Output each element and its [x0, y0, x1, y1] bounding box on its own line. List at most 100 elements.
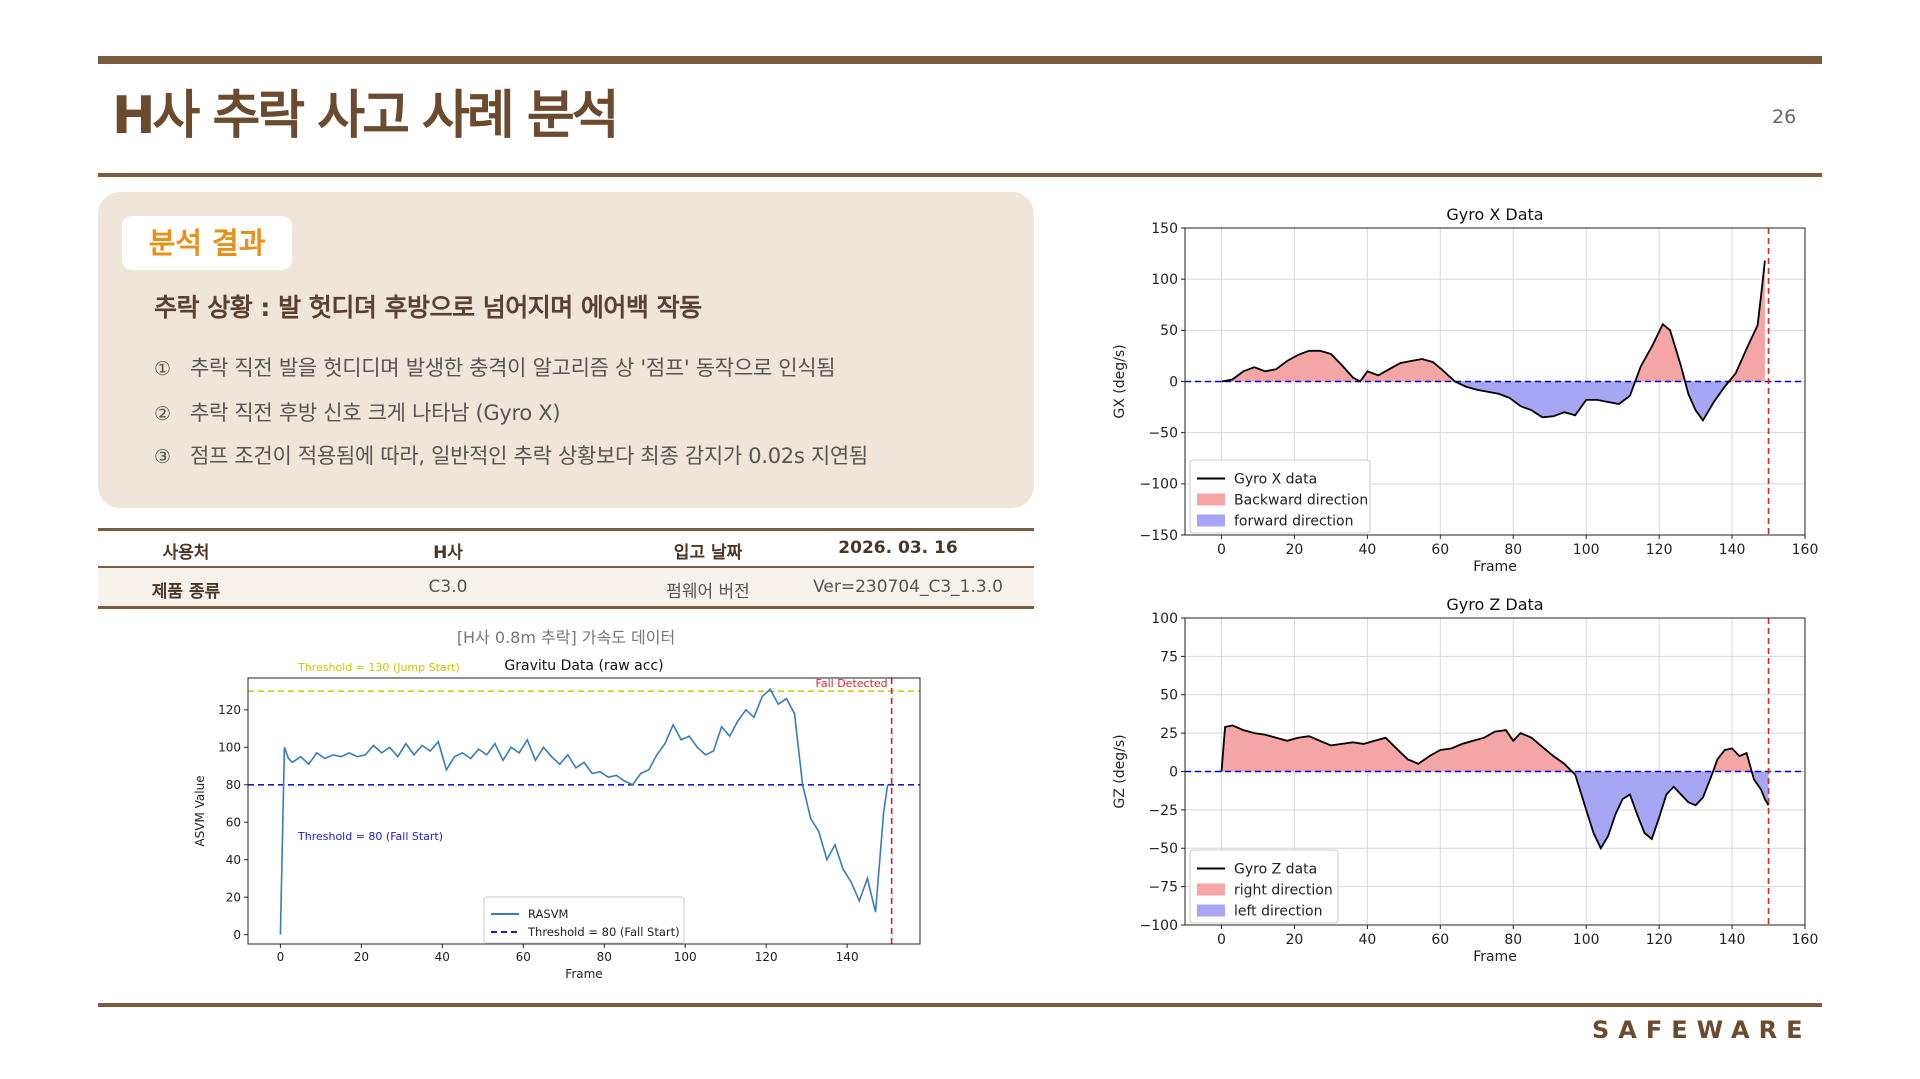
x-tick-label: 80 [1504, 932, 1522, 948]
y-tick-label: 150 [1151, 221, 1178, 237]
x-tick-label: 80 [597, 950, 612, 964]
y-tick-label: −100 [1140, 918, 1178, 934]
x-tick-label: 0 [277, 950, 285, 964]
table-cell: C3.0 [428, 577, 468, 597]
y-tick-label: 50 [1160, 323, 1178, 339]
legend-label: RASVM [528, 907, 568, 921]
x-tick-label: 20 [1285, 542, 1303, 558]
y-tick-label: 25 [1160, 726, 1178, 742]
table-bottom-border [98, 606, 1034, 609]
y-tick-label: −50 [1148, 426, 1178, 442]
bullet-number: ② [154, 403, 171, 425]
analysis-bullet: ③ 점프 조건이 적용됨에 따라, 일반적인 추락 상황보다 최종 감지가 0.0… [154, 440, 868, 470]
y-tick-label: −75 [1148, 880, 1178, 896]
table-row-background [98, 568, 1034, 606]
y-tick-label: 100 [1151, 272, 1178, 288]
bullet-text: 추락 직전 발을 헛디디며 발생한 충격이 알고리즘 상 '점프' 동작으로 인… [190, 356, 836, 380]
legend-swatch [1197, 493, 1225, 506]
chart-caption: [H사 0.8m 추락] 가속도 데이터 [456, 628, 676, 647]
y-tick-label: 0 [1169, 374, 1178, 390]
x-tick-label: 140 [836, 950, 859, 964]
y-tick-label: 60 [226, 815, 241, 829]
bullet-text: 점프 조건이 적용됨에 따라, 일반적인 추락 상황보다 최종 감지가 0.02… [190, 444, 868, 468]
x-tick-label: 100 [1573, 542, 1600, 558]
x-tick-label: 160 [1792, 542, 1819, 558]
y-tick-label: 40 [226, 853, 241, 867]
page-number: 26 [1772, 106, 1797, 128]
x-tick-label: 20 [354, 950, 369, 964]
y-tick-label: 20 [226, 890, 241, 904]
y-tick-label: −50 [1148, 841, 1178, 857]
asvm-chart: 0 20 40 60 80 100 120 140 0 20 40 60 80 100 120 Gravitu… [193, 658, 921, 981]
y-axis-label: ASVM Value [193, 775, 207, 846]
bullet-number: ③ [154, 446, 171, 468]
footer-rule [98, 1003, 1822, 1007]
x-tick-label: 40 [435, 950, 450, 964]
y-tick-label: −150 [1140, 528, 1178, 544]
legend-label: forward direction [1234, 513, 1353, 529]
analysis-bullet: ② 추락 직전 후방 신호 크게 나타남 (Gyro X) [154, 397, 561, 427]
x-tick-label: 100 [674, 950, 697, 964]
x-axis-label: Frame [565, 967, 602, 981]
negative-area [1221, 771, 1769, 849]
table-header-cell: 펌웨어 버전 [666, 582, 750, 602]
gyro-x-chart: 0 20 40 60 80 100 120 140 160 −150 −100 −50 0 50 100 15… [1112, 205, 1819, 575]
analysis-heading: 추락 상황 : 발 헛디뎌 후방으로 넘어지며 에어백 작동 [154, 293, 702, 322]
bullet-number: ① [154, 358, 171, 380]
plot-area [1185, 228, 1805, 535]
x-tick-label: 60 [1431, 542, 1449, 558]
legend-label: Gyro X data [1234, 471, 1317, 487]
chart-title: Gyro Z Data [1446, 595, 1543, 614]
x-tick-label: 80 [1504, 542, 1522, 558]
table-header-cell: 제품 종류 [151, 582, 221, 602]
x-tick-label: 60 [516, 950, 531, 964]
x-tick-label: 140 [1719, 932, 1746, 948]
x-tick-label: 160 [1792, 932, 1819, 948]
legend-swatch [1197, 904, 1225, 917]
x-tick-label: 140 [1719, 542, 1746, 558]
legend-label: right direction [1234, 882, 1333, 898]
plot-area [248, 678, 920, 944]
plot-area [1185, 618, 1805, 925]
legend-box [1189, 459, 1371, 534]
chart-title: Gravitu Data (raw acc) [504, 658, 663, 674]
top-rule [98, 56, 1822, 64]
y-tick-label: −100 [1140, 477, 1178, 493]
page-title: H사 추락 사고 사례 분석 [112, 86, 619, 146]
x-tick-label: 0 [1217, 542, 1226, 558]
x-tick-label: 20 [1285, 932, 1303, 948]
x-tick-label: 60 [1431, 932, 1449, 948]
x-tick-label: 120 [1646, 542, 1673, 558]
legend-box [483, 896, 685, 944]
x-tick-label: 0 [1217, 932, 1226, 948]
chart-title: Gyro X Data [1446, 205, 1543, 224]
brand-logo: SAFEWARE [1592, 1016, 1812, 1044]
gyro-z-chart: 0 20 40 60 80 100 120 140 160 −100 −75 −50 −25 0 25 50 7… [1112, 595, 1819, 965]
y-axis-label: GZ (deg/s) [1112, 734, 1128, 808]
reference-line-label: Threshold = 80 (Fall Start) [297, 830, 443, 843]
y-tick-label: 80 [226, 778, 241, 792]
legend-swatch [1197, 883, 1225, 896]
x-tick-label: 120 [755, 950, 778, 964]
info-table: 사용처 H사 입고 날짜 2026. 03. 16 제품 종류 C3.0 펌웨어… [98, 528, 1034, 609]
table-cell: 2026. 03. 16 [838, 538, 958, 558]
analysis-bullet: ① 추락 직전 발을 헛디디며 발생한 충격이 알고리즘 상 '점프' 동작으로 … [154, 352, 836, 382]
series-line [1221, 260, 1766, 423]
y-axis-label: GX (deg/s) [1112, 344, 1128, 418]
series-line [1220, 724, 1770, 851]
y-tick-label: 75 [1160, 649, 1178, 665]
title-rule [98, 173, 1822, 177]
negative-area [1221, 381, 1765, 421]
legend-label: Threshold = 80 (Fall Start) [527, 925, 680, 939]
positive-area [1221, 725, 1769, 772]
reference-line-label: Threshold = 130 (Jump Start) [297, 661, 460, 674]
plot-frame [247, 677, 921, 945]
x-axis-label: Frame [1473, 949, 1517, 965]
table-cell: H사 [433, 543, 463, 563]
reference-line-label: Fall Detected [816, 677, 888, 690]
x-tick-label: 40 [1358, 932, 1376, 948]
x-tick-label: 100 [1573, 932, 1600, 948]
analysis-panel: 분석 결과 추락 상황 : 발 헛디뎌 후방으로 넘어지며 에어백 작동 ① 추락… [98, 192, 1034, 508]
x-tick-label: 40 [1358, 542, 1376, 558]
positive-area [1221, 260, 1765, 382]
